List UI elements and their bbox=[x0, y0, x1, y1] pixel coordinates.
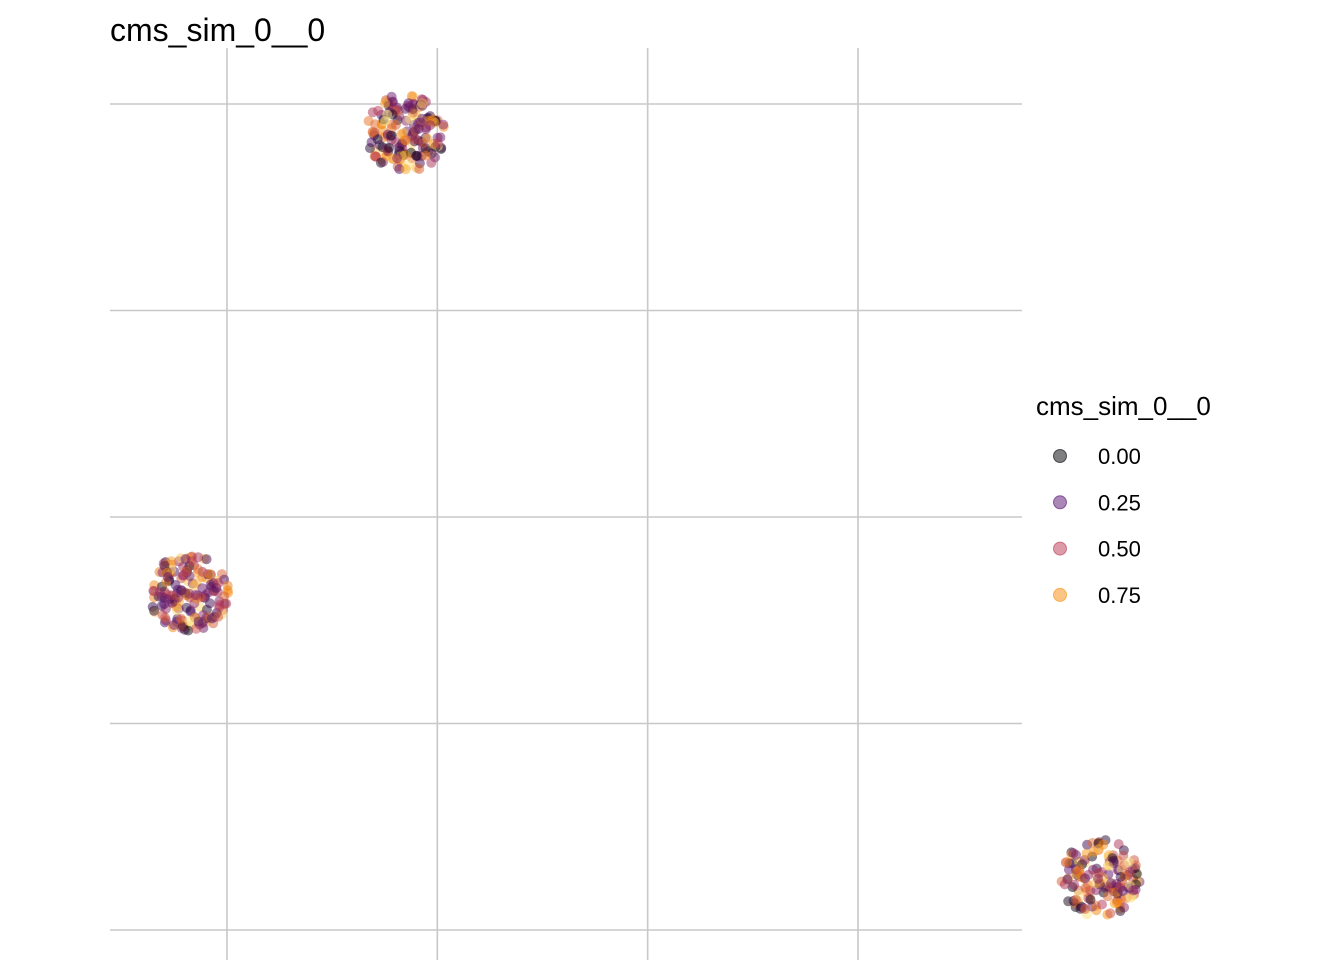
scatter-point bbox=[168, 620, 179, 630]
scatter-point bbox=[1124, 867, 1135, 878]
scatter-point bbox=[193, 616, 204, 627]
scatter-point bbox=[1068, 848, 1079, 859]
scatter-point bbox=[190, 590, 201, 600]
scatter-point bbox=[1105, 908, 1116, 919]
scatter-point bbox=[1115, 871, 1126, 882]
legend-key-0-75 bbox=[1053, 587, 1067, 602]
scatter-point bbox=[363, 116, 374, 126]
scatter-point bbox=[369, 151, 380, 162]
legend-label-0-00: 0.00 bbox=[1098, 444, 1141, 469]
scatter-point bbox=[1081, 848, 1092, 859]
legend: cms_sim_0__0 0.00 0.25 0.50 0.75 bbox=[1036, 391, 1211, 608]
scatter-point bbox=[392, 153, 403, 164]
scatter-point bbox=[402, 100, 413, 111]
scatter-point bbox=[432, 138, 443, 149]
legend-key-0-00 bbox=[1053, 449, 1067, 463]
scatter-point bbox=[1093, 873, 1103, 884]
scatter-point bbox=[201, 554, 212, 565]
scatter-point bbox=[425, 120, 435, 131]
scatter-point bbox=[382, 109, 393, 120]
scatter-point bbox=[1080, 873, 1090, 884]
scatter-point bbox=[176, 623, 187, 634]
scatter-point bbox=[1118, 850, 1129, 861]
scatter-point bbox=[1117, 885, 1128, 896]
scatter-point bbox=[1097, 899, 1107, 910]
scatter-point bbox=[176, 613, 187, 624]
scatter-point bbox=[367, 126, 378, 137]
scatter-point bbox=[394, 142, 405, 153]
scatter-point bbox=[400, 164, 411, 175]
legend-entries: 0.00 0.25 0.50 0.75 bbox=[1053, 444, 1141, 608]
scatter-point bbox=[162, 594, 173, 605]
scatter-point bbox=[178, 570, 189, 581]
scatter-point bbox=[219, 591, 230, 602]
scatter-point bbox=[162, 572, 173, 582]
scatter-points bbox=[147, 91, 1145, 920]
scatter-point bbox=[197, 566, 208, 577]
grid-lines bbox=[110, 48, 1022, 960]
scatter-point bbox=[180, 554, 191, 564]
scatter-point bbox=[380, 98, 390, 109]
scatter-point bbox=[396, 129, 407, 140]
scatter-point bbox=[384, 142, 394, 153]
scatter-point bbox=[365, 143, 375, 154]
scatter-point bbox=[1069, 879, 1080, 890]
legend-label-0-25: 0.25 bbox=[1098, 490, 1141, 515]
scatter-point bbox=[222, 580, 233, 591]
scatter-point bbox=[1085, 894, 1096, 905]
scatter-point bbox=[1080, 904, 1091, 914]
scatter-point bbox=[214, 602, 225, 613]
scatter-point bbox=[204, 598, 215, 609]
scatter-point bbox=[154, 587, 165, 598]
scatter-point bbox=[426, 157, 437, 168]
scatter-point bbox=[1098, 839, 1109, 850]
scatter-point bbox=[1112, 897, 1122, 908]
scatter-point bbox=[410, 134, 421, 145]
scatter-point bbox=[422, 133, 433, 144]
scatter-point bbox=[1102, 860, 1113, 871]
legend-title: cms_sim_0__0 bbox=[1036, 391, 1211, 421]
scatter-point bbox=[372, 134, 383, 145]
scatter-point bbox=[1106, 878, 1117, 889]
scatter-point bbox=[1102, 891, 1113, 902]
chart-title: cms_sim_0__0 bbox=[110, 12, 325, 48]
scatter-point bbox=[1080, 882, 1091, 893]
scatter-point bbox=[410, 124, 421, 135]
scatter-point bbox=[1115, 906, 1126, 917]
scatter-point bbox=[375, 157, 386, 168]
scatter-point bbox=[149, 605, 159, 616]
scatter-point bbox=[1070, 894, 1081, 905]
legend-key-0-50 bbox=[1053, 541, 1067, 556]
scatter-point bbox=[197, 583, 208, 594]
scatter-point bbox=[385, 130, 396, 141]
scatter-point bbox=[1074, 864, 1085, 875]
scatter-point bbox=[170, 580, 181, 590]
scatter-point bbox=[438, 119, 449, 130]
scatter-point bbox=[367, 107, 378, 118]
scatter-point bbox=[420, 150, 431, 161]
scatter-point bbox=[213, 611, 224, 622]
scatter-point bbox=[405, 114, 415, 125]
scatter-point bbox=[158, 558, 169, 569]
scatter-point bbox=[386, 91, 397, 102]
scatter-point bbox=[417, 98, 428, 109]
scatter-point bbox=[181, 602, 192, 613]
scatter-point bbox=[204, 569, 215, 580]
scatter-point bbox=[1062, 857, 1072, 868]
legend-label-0-50: 0.50 bbox=[1098, 537, 1141, 562]
scatter-point bbox=[390, 120, 401, 130]
legend-label-0-75: 0.75 bbox=[1098, 583, 1141, 608]
scatter-point bbox=[414, 164, 425, 174]
scatter-point bbox=[213, 578, 224, 588]
scatter-point bbox=[184, 616, 195, 627]
scatter-point bbox=[415, 117, 426, 128]
scatter-point bbox=[1059, 879, 1070, 890]
legend-key-0-25 bbox=[1053, 495, 1067, 510]
scatter-point bbox=[1128, 885, 1139, 896]
scatter-point bbox=[1123, 857, 1134, 868]
scatter-point bbox=[411, 150, 422, 161]
